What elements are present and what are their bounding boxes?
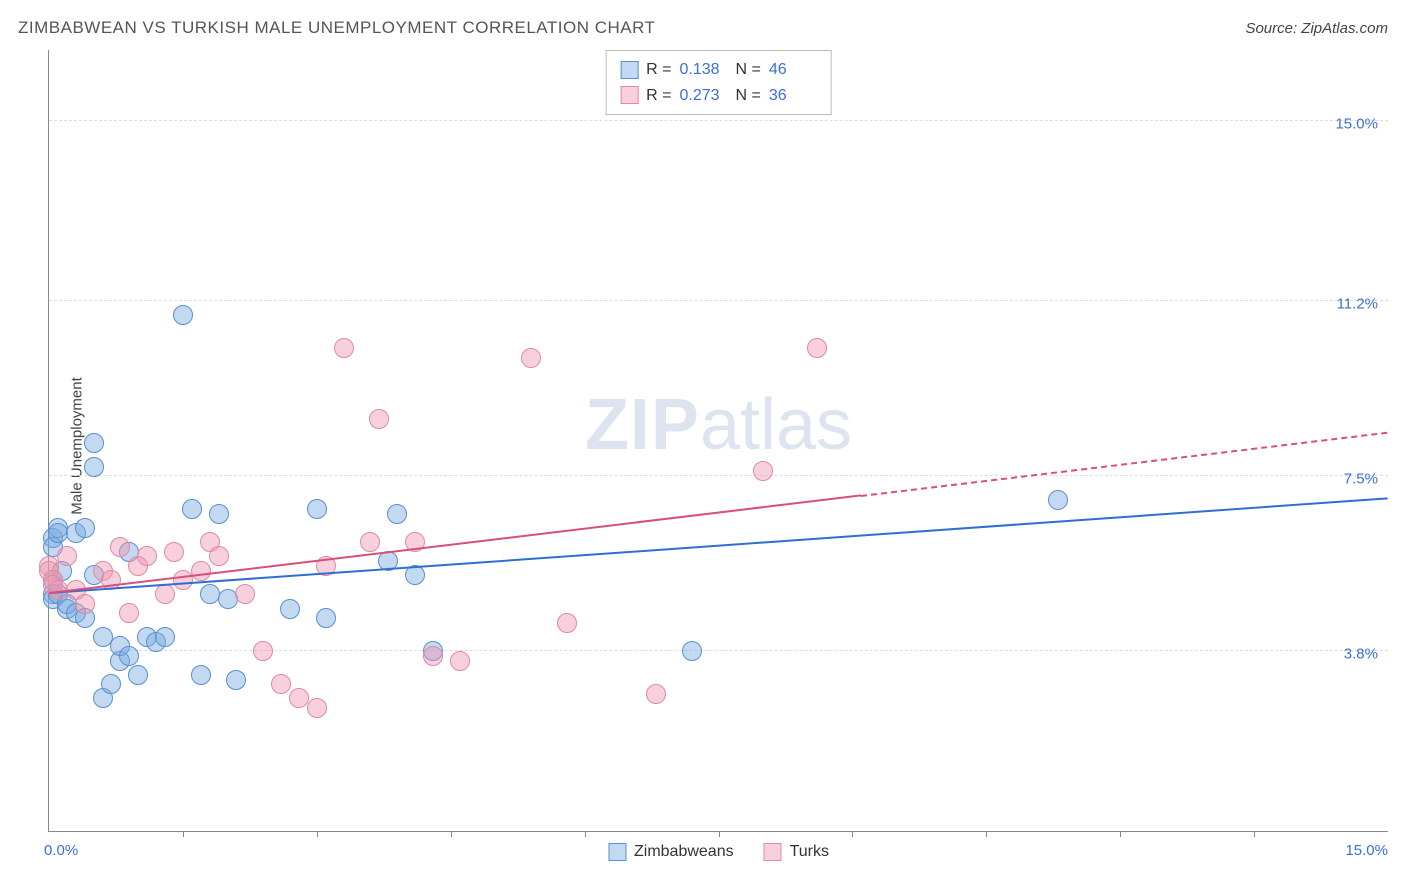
y-tick-label: 7.5%: [1344, 471, 1378, 488]
data-point: [316, 608, 336, 628]
data-point: [753, 461, 773, 481]
data-point: [173, 305, 193, 325]
stats-row-zimbabweans: R = 0.138 N = 46: [620, 57, 817, 83]
scatter-plot-area: ZIPatlas R = 0.138 N = 46 R = 0.273 N = …: [48, 50, 1388, 832]
data-point: [253, 641, 273, 661]
x-tick: [986, 831, 987, 837]
source-attribution: Source: ZipAtlas.com: [1245, 20, 1388, 37]
data-point: [110, 537, 130, 557]
data-point: [75, 518, 95, 538]
correlation-stats-box: R = 0.138 N = 46 R = 0.273 N = 36: [605, 50, 832, 115]
x-max-label: 15.0%: [1345, 842, 1388, 859]
watermark: ZIPatlas: [585, 384, 852, 466]
n-label: N =: [736, 57, 761, 83]
legend-label-zimbabweans: Zimbabweans: [634, 843, 734, 861]
y-tick-label: 15.0%: [1335, 116, 1378, 133]
y-tick-label: 3.8%: [1344, 646, 1378, 663]
y-tick-label: 11.2%: [1337, 295, 1378, 312]
data-point: [369, 409, 389, 429]
data-point: [807, 338, 827, 358]
swatch-zimbabweans: [620, 61, 638, 79]
data-point: [334, 338, 354, 358]
data-point: [191, 561, 211, 581]
data-point: [128, 665, 148, 685]
swatch-turks: [620, 86, 638, 104]
series-legend: Zimbabweans Turks: [608, 843, 829, 861]
legend-swatch-turks: [764, 843, 782, 861]
data-point: [521, 348, 541, 368]
trend-line-extrapolated: [861, 431, 1388, 496]
data-point: [557, 613, 577, 633]
legend-item-turks: Turks: [764, 843, 829, 861]
x-tick: [719, 831, 720, 837]
x-tick: [451, 831, 452, 837]
stats-row-turks: R = 0.273 N = 36: [620, 83, 817, 109]
gridline: [49, 120, 1388, 121]
data-point: [119, 603, 139, 623]
legend-label-turks: Turks: [790, 843, 829, 861]
legend-item-zimbabweans: Zimbabweans: [608, 843, 734, 861]
gridline: [49, 300, 1388, 301]
n-value-zimbabweans: 46: [769, 57, 817, 83]
data-point: [280, 599, 300, 619]
data-point: [57, 546, 77, 566]
data-point: [1048, 490, 1068, 510]
data-point: [682, 641, 702, 661]
data-point: [423, 646, 443, 666]
chart-title: ZIMBABWEAN VS TURKISH MALE UNEMPLOYMENT …: [18, 18, 655, 38]
data-point: [84, 433, 104, 453]
data-point: [155, 584, 175, 604]
data-point: [646, 684, 666, 704]
data-point: [84, 457, 104, 477]
data-point: [182, 499, 202, 519]
data-point: [155, 627, 175, 647]
legend-swatch-zimbabweans: [608, 843, 626, 861]
data-point: [101, 674, 121, 694]
data-point: [226, 670, 246, 690]
r-label: R =: [646, 83, 671, 109]
x-tick: [1254, 831, 1255, 837]
r-label: R =: [646, 57, 671, 83]
data-point: [200, 584, 220, 604]
x-tick: [317, 831, 318, 837]
data-point: [450, 651, 470, 671]
data-point: [191, 665, 211, 685]
n-label: N =: [736, 83, 761, 109]
data-point: [360, 532, 380, 552]
gridline: [49, 475, 1388, 476]
data-point: [235, 584, 255, 604]
x-tick: [852, 831, 853, 837]
x-tick: [1120, 831, 1121, 837]
data-point: [271, 674, 291, 694]
data-point: [209, 504, 229, 524]
data-point: [164, 542, 184, 562]
r-value-zimbabweans: 0.138: [680, 57, 728, 83]
data-point: [119, 646, 139, 666]
x-tick: [183, 831, 184, 837]
data-point: [137, 546, 157, 566]
data-point: [75, 594, 95, 614]
r-value-turks: 0.273: [680, 83, 728, 109]
data-point: [173, 570, 193, 590]
x-tick: [585, 831, 586, 837]
gridline: [49, 650, 1388, 651]
data-point: [307, 698, 327, 718]
data-point: [307, 499, 327, 519]
x-min-label: 0.0%: [44, 842, 78, 859]
n-value-turks: 36: [769, 83, 817, 109]
data-point: [387, 504, 407, 524]
data-point: [209, 546, 229, 566]
